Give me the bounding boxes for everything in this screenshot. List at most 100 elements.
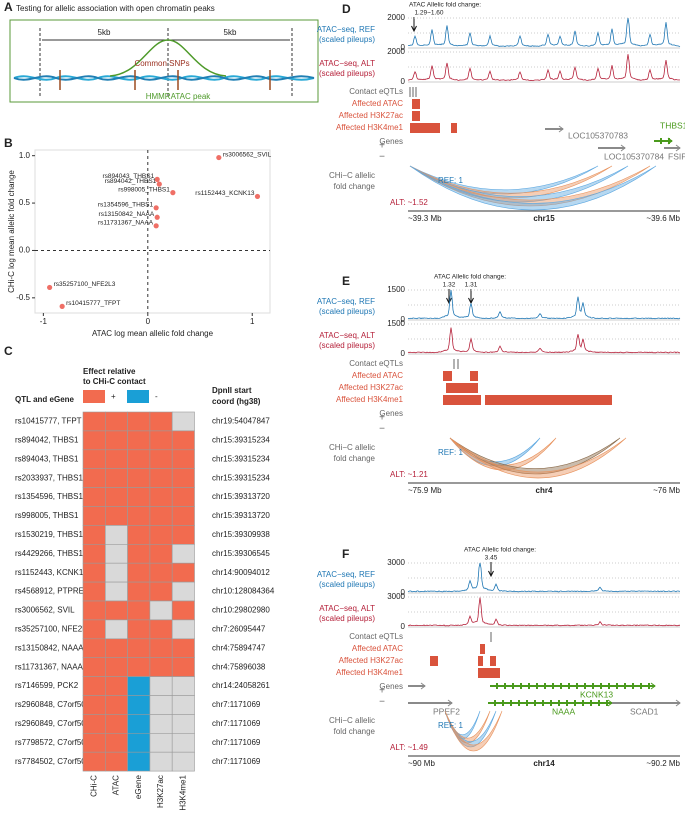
signal-track [407, 289, 681, 320]
strand-label: − [379, 152, 385, 163]
track-tick: 3000 [387, 592, 405, 601]
exon [502, 700, 504, 706]
row-label: rs998005, THBS1 [15, 511, 79, 520]
row-label: rs1354596, THBS1 [15, 492, 83, 501]
heat-cell [171, 619, 195, 640]
track-tick: 2000 [387, 47, 405, 56]
exon [544, 683, 546, 689]
exon [598, 700, 600, 706]
coord-label: chr14:90094012 [212, 568, 270, 577]
heat-cell [82, 487, 106, 507]
coord-label: chr10:29802980 [212, 606, 270, 615]
heat-cell [82, 506, 106, 526]
alt-fold: ALT: ~1.52 [390, 198, 428, 207]
heat-cell [105, 581, 128, 602]
chic-label: fold change [334, 182, 376, 191]
genes-label: Genes [379, 409, 403, 418]
heat-cell [171, 657, 195, 677]
track-label: ATAC−seq, ALT [319, 331, 375, 340]
x-axis-label: ATAC log mean allelic fold change [92, 329, 214, 338]
point [153, 205, 159, 211]
fold-title: ATAC Allelic fold change: [464, 547, 536, 554]
heat-cell [82, 676, 106, 696]
heat-cell [171, 714, 195, 734]
point [47, 284, 53, 291]
track-label: ATAC−seq, ALT [319, 59, 375, 68]
heat-cell [82, 657, 106, 677]
row-label: rs7784502, C7orf50 [15, 757, 86, 766]
heat-cell [105, 657, 128, 677]
coord-label: chr15:39315234 [212, 454, 270, 463]
exon [496, 683, 498, 689]
coord-label: ~75.9 Mb [408, 486, 442, 495]
row-label: Affected H3K4me1 [336, 395, 404, 404]
heat-cell [127, 525, 151, 545]
coord-label: ~76 Mb [653, 486, 680, 495]
heat-cell [149, 657, 173, 677]
heat-cell [171, 525, 195, 545]
row-label: Contact eQTLs [349, 359, 403, 368]
heat-cell [105, 468, 128, 488]
alt-fold: ALT: ~1.21 [390, 470, 428, 479]
heat-cell [171, 411, 195, 432]
heat-cell [171, 751, 195, 772]
heat-cell [149, 506, 173, 526]
feature-block [430, 656, 438, 666]
coord-label: chr10:128084364 [212, 587, 275, 596]
x-tick-label: 0 [146, 317, 151, 326]
coord-label: chr19:54047847 [212, 417, 270, 426]
point [170, 190, 176, 196]
fold-label: 1.31 [465, 282, 478, 289]
heat-cell [82, 714, 106, 734]
row-label: rs1152443, KCNK13 [15, 568, 88, 577]
heat-cell [127, 619, 151, 640]
chic-arc [449, 437, 557, 471]
column-label: ATAC [112, 775, 121, 795]
snp-marks [59, 70, 271, 90]
row-label: Contact eQTLs [349, 87, 403, 96]
track-tick: 0 [401, 43, 406, 52]
heat-cell [149, 714, 173, 734]
signal-track [407, 597, 681, 627]
point-label: rs13150842_NAAA [99, 211, 155, 218]
x-tick-label: 1 [250, 317, 255, 326]
heat-cell [171, 695, 195, 715]
heat-cell [127, 562, 151, 583]
exon [558, 700, 560, 706]
track-tick: 3000 [387, 558, 405, 567]
point [216, 154, 222, 161]
exon [542, 700, 544, 706]
row-label: rs10415777, TFPT [15, 417, 82, 426]
row-label: rs2960848, C7orf50 [15, 700, 86, 709]
heat-cell [149, 430, 173, 451]
genes-label: Genes [379, 682, 403, 691]
panel-letter: E [342, 274, 350, 288]
row-label: rs894042, THBS1 [15, 435, 79, 444]
feature-block [412, 99, 420, 109]
row-label: Affected H3K4me1 [336, 123, 404, 132]
heat-cell [105, 732, 128, 753]
strand-label: + [379, 141, 385, 152]
heat-cell [171, 506, 195, 526]
feature-block [451, 123, 457, 133]
peak-curve [109, 39, 227, 77]
heat-cell [127, 600, 151, 621]
track-tick: 2000 [387, 13, 405, 22]
distance-label: 5kb [98, 28, 111, 37]
track-label: ATAC−seq, REF [317, 25, 375, 34]
ref-fold: REF: 1 [438, 448, 463, 457]
heat-cell [82, 619, 106, 640]
column-label: H3K27ac [156, 775, 165, 808]
column-label: CHi-C [89, 775, 98, 797]
coord-label: chr15:39309938 [212, 530, 270, 539]
fold-arrowhead [411, 25, 417, 33]
heat-cell [127, 695, 151, 715]
gene-label: FSIP1 [668, 151, 685, 161]
heat-cell [127, 732, 151, 753]
gene-label: LOC105370783 [568, 130, 628, 140]
exon [528, 683, 530, 689]
heat-cell [171, 487, 195, 507]
strand-label: + [379, 413, 385, 424]
heat-cell [149, 411, 173, 432]
point [154, 214, 160, 220]
